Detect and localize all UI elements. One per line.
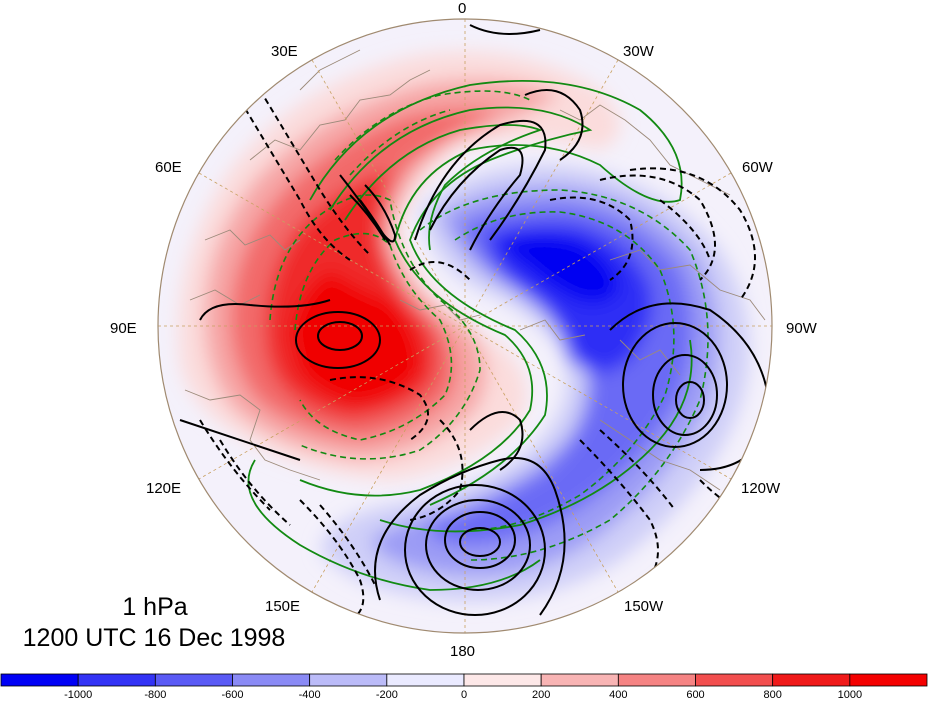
colorbar-box [77, 673, 156, 687]
colorbar-tick-label: 600 [686, 689, 705, 701]
colorbar-tick-label: -800 [144, 689, 167, 701]
green-contours [247, 80, 693, 591]
map-boundary [157, 18, 773, 634]
colorbar-tick-label: -600 [221, 689, 244, 701]
colorbar-box [0, 673, 79, 687]
colorbar-tick-label: 400 [609, 689, 628, 701]
pressure-level-label: 1 hPa [122, 593, 188, 621]
colorbar-box [540, 673, 619, 687]
black-contours-dashed [199, 89, 761, 621]
lon-label-0: 0 [458, 0, 467, 17]
lon-label-150w: 150W [624, 598, 664, 615]
colorbar-tick-label: -200 [375, 689, 398, 701]
lon-label-90e: 90E [110, 320, 137, 337]
positive-anomaly-shading [178, 51, 621, 481]
colorbar-tick-label: -400 [298, 689, 321, 701]
colorbar-tick-label: 1000 [837, 689, 863, 701]
colorbar-tick-label: 200 [531, 689, 551, 701]
colorbar-box [695, 673, 774, 687]
valid-time-label: 1200 UTC 16 Dec 1998 [22, 624, 286, 652]
colorbar [0, 673, 928, 687]
lon-label-120w: 120W [741, 480, 781, 497]
colorbar-box [386, 673, 465, 687]
lon-label-30w: 30W [623, 43, 654, 60]
colorbar-box [849, 673, 928, 687]
coastlines [184, 49, 766, 491]
colorbar-box [463, 673, 542, 687]
colorbar-tick-label: 0 [460, 689, 468, 701]
lon-label-60w: 60W [742, 159, 773, 176]
green-contours-dashed [269, 90, 709, 561]
lon-label-180: 180 [450, 643, 476, 660]
colorbar-box [617, 673, 696, 687]
colorbar-box [154, 673, 233, 687]
lon-label-150e: 150E [265, 598, 301, 615]
lon-label-30e: 30E [271, 43, 298, 60]
colorbar-tick-label: -1000 [64, 689, 93, 701]
negative-anomaly-shading [320, 164, 750, 602]
lon-label-90w: 90W [786, 320, 817, 337]
lon-label-120e: 120E [146, 480, 182, 497]
colorbar-box [309, 673, 388, 687]
lon-label-60e: 60E [155, 159, 182, 176]
colorbar-box [772, 673, 851, 687]
colorbar-tick-label: 800 [763, 689, 782, 701]
colorbar-box [232, 673, 311, 687]
